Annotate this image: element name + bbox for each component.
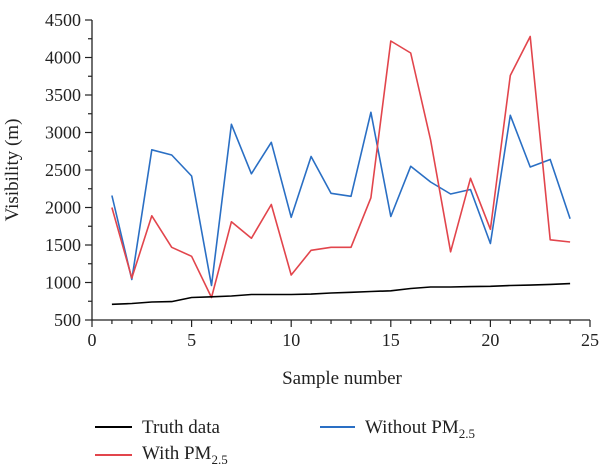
y-tick-label: 500 xyxy=(54,310,81,330)
legend-label-without-pm25-sub: 2.5 xyxy=(459,426,475,441)
series-line-with-pm25 xyxy=(111,35,571,299)
y-tick-label: 1500 xyxy=(45,235,81,255)
x-axis-title: Sample number xyxy=(282,368,402,389)
legend-label-truth: Truth data xyxy=(142,417,221,438)
y-tick-label: 2500 xyxy=(45,160,81,180)
legend-label-with-pm25-main: With PM xyxy=(142,443,212,464)
legend-label-without-pm25-main: Without PM xyxy=(365,417,459,438)
y-axis-title: Visibility (m) xyxy=(2,119,23,222)
series-layer xyxy=(111,35,571,306)
legend-label-with-pm25-sub: 2.5 xyxy=(211,452,227,464)
legend: Truth data With PM2.5 Without PM2.5 xyxy=(95,417,475,464)
y-tick-label: 1000 xyxy=(45,273,81,293)
y-tick-label: 4000 xyxy=(45,48,81,68)
y-tick-label: 3000 xyxy=(45,123,81,143)
x-tick-label: 5 xyxy=(187,330,196,350)
x-tick-label: 10 xyxy=(282,330,300,350)
series-line-truth-data xyxy=(111,282,571,306)
x-tick-label: 15 xyxy=(382,330,400,350)
y-tick-label: 2000 xyxy=(45,198,81,218)
axes: 0 5 10 15 20 25 500 1000 1500 2000 2500 3000 3500 400… xyxy=(45,10,599,350)
series-line-without-pm25 xyxy=(111,111,571,287)
x-tick-label: 20 xyxy=(481,330,499,350)
y-tick-label: 4500 xyxy=(45,10,81,30)
x-tick-label: 0 xyxy=(88,330,97,350)
x-tick-label: 25 xyxy=(581,330,599,350)
legend-label-without-pm25: Without PM2.5 xyxy=(365,417,475,441)
legend-label-with-pm25: With PM2.5 xyxy=(142,443,228,464)
y-tick-label: 3500 xyxy=(45,85,81,105)
